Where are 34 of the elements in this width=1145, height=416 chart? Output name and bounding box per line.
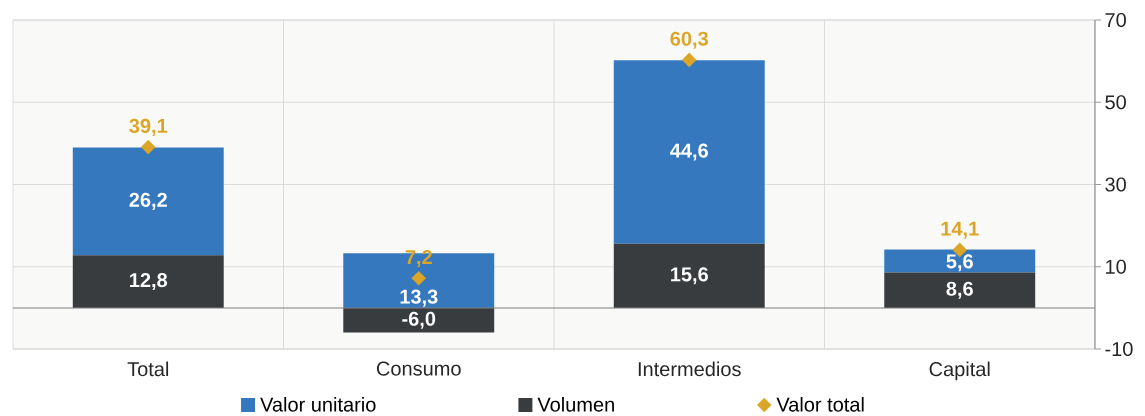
data-label: 15,6 (671, 267, 708, 285)
point (681, 52, 697, 68)
data-label: 12,8 (130, 273, 168, 291)
data-label: 8,6 (946, 281, 973, 299)
bar (343, 307, 495, 333)
x-tick-label: Capital (929, 361, 990, 381)
data-label: 60,3 (670, 31, 708, 49)
legend-label: Valor total (776, 397, 864, 412)
legend-label: Valor unitario (260, 397, 376, 412)
bar (72, 255, 224, 308)
x-tick-label: Intermedios (638, 361, 741, 377)
point (140, 139, 156, 155)
data-label: 26,2 (129, 192, 167, 210)
bar (72, 147, 224, 256)
y-tick-label: 50 (1105, 95, 1126, 110)
bar (613, 243, 765, 308)
data-label: -6,0 (402, 311, 436, 329)
data-label: 5,6 (946, 254, 973, 272)
data-label: 7,2 (405, 250, 432, 268)
x-tick-label: Consumo (376, 361, 461, 376)
y-tick-label: 30 (1105, 177, 1126, 192)
y-tick-label: 10 (1106, 259, 1126, 274)
y-tick-label: -10 (1105, 341, 1133, 357)
y-tick-label: 70 (1105, 12, 1126, 28)
data-label: 39,1 (129, 118, 168, 136)
bar (613, 60, 765, 244)
data-label: 14,1 (941, 221, 979, 239)
legend-label: Volumen (537, 397, 614, 412)
bar (884, 249, 1036, 273)
data-label: 44,6 (670, 143, 708, 161)
point (411, 271, 427, 286)
x-tick-label: Total (127, 361, 169, 377)
data-label: 13,3 (400, 289, 438, 307)
bar (884, 272, 1036, 308)
